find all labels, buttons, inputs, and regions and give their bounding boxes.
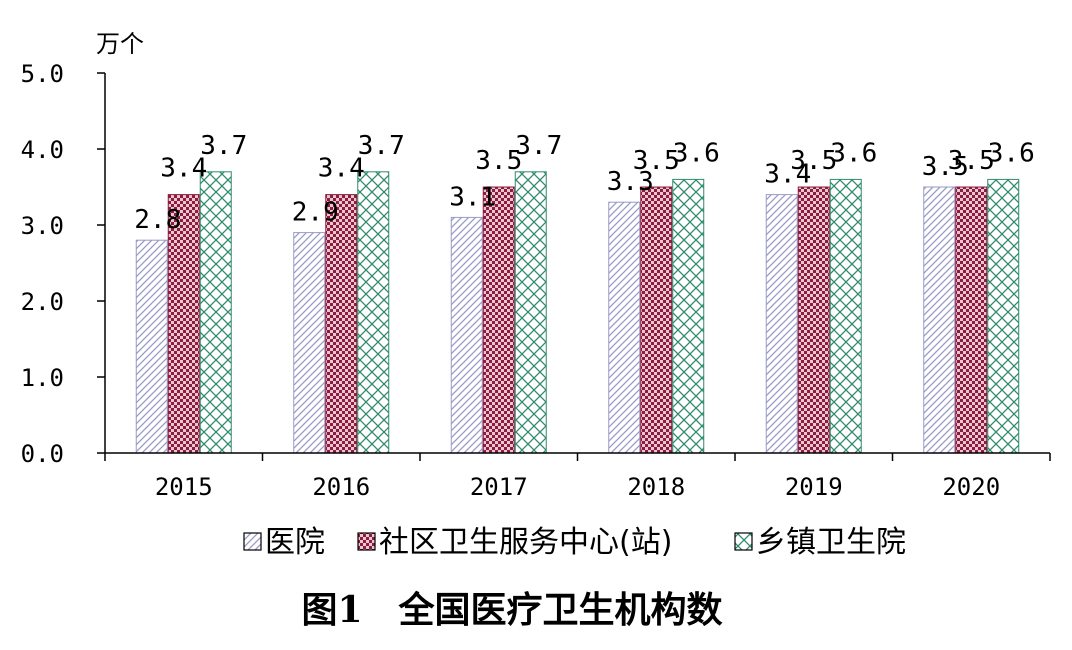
data-label-2016-3: 3.7 [358,131,405,161]
data-label-2018-2: 3.5 [633,146,680,176]
legend-swatch-2 [357,532,376,551]
data-label-2019-2: 3.5 [790,146,837,176]
data-label-2019-3: 3.6 [830,138,877,168]
data-label-2017-1: 3.1 [449,182,496,212]
y-tick-label: 5.0 [21,60,64,88]
legend: 医院 社区卫生服务中心(站) 乡镇卫生院 [243,525,906,560]
data-label-2019-1: 3.4 [764,160,811,190]
bar-2017-2 [482,186,515,454]
data-label-2015-1: 2.8 [134,205,181,235]
bar-2017-1 [450,216,483,454]
legend-swatch-3 [734,532,753,551]
bar-2020-1 [923,186,956,454]
data-label-2017-2: 3.5 [475,146,522,176]
x-tick-label: 2020 [942,473,1000,501]
legend-label-3: 乡镇卫生院 [756,525,906,560]
data-label-2015-2: 3.4 [160,154,207,184]
legend-swatch-1 [243,532,262,551]
y-unit-label: 万个 [96,30,144,58]
y-tick-label: 3.0 [21,212,64,240]
x-tick-label: 2019 [785,473,843,501]
x-tick-label: 2017 [470,473,528,501]
y-axis: 0.0 1.0 2.0 3.0 4.0 5.0 [21,60,106,468]
bars [135,171,1020,454]
bar-2019-1 [765,194,798,454]
legend-label-2: 社区卫生服务中心(站) [379,525,672,560]
x-tick-label: 2016 [312,473,370,501]
bar-2016-2 [325,194,358,454]
data-label-2018-3: 3.6 [673,138,720,168]
data-labels: 2.83.43.72.93.43.73.13.53.73.33.53.63.43… [134,131,1034,235]
bar-2018-3 [672,178,705,454]
data-label-2020-2: 3.5 [948,146,995,176]
bar-2016-1 [293,232,326,454]
x-tick-label: 2018 [627,473,685,501]
data-label-2016-2: 3.4 [318,154,365,184]
bar-2019-3 [829,178,862,454]
data-label-2020-3: 3.6 [988,138,1035,168]
data-label-2017-3: 3.7 [515,131,562,161]
y-tick-label: 4.0 [21,136,64,164]
data-label-2020-1: 3.5 [922,152,969,182]
bar-2017-3 [514,171,547,454]
bar-2020-3 [987,178,1020,454]
chart-title: 图1 全国医疗卫生机构数 [301,589,722,631]
legend-label-1: 医院 [265,525,325,560]
bar-2016-3 [357,171,390,454]
bar-2015-1 [135,239,168,454]
x-axis: 2015 2016 2017 2018 2019 2020 [104,452,1051,501]
y-tick-label: 2.0 [21,288,64,316]
bar-2018-1 [608,201,641,454]
y-tick-label: 0.0 [21,440,64,468]
bar-2018-2 [640,186,673,454]
bar-2019-2 [797,186,830,454]
bar-2015-3 [199,171,232,454]
data-label-2018-1: 3.3 [607,167,654,197]
y-tick-label: 1.0 [21,364,64,392]
x-tick-label: 2015 [155,473,213,501]
data-label-2016-1: 2.9 [292,198,339,228]
data-label-2015-3: 3.7 [200,131,247,161]
bar-2020-2 [955,186,988,454]
